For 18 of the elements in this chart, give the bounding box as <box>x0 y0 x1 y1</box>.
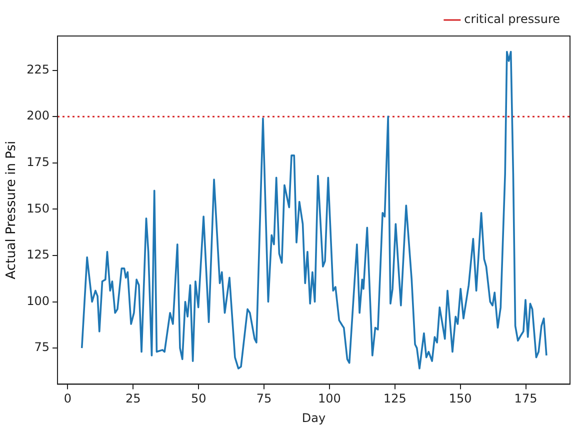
x-tick-label: 25 <box>126 392 141 406</box>
x-axis-title: Day <box>302 410 326 425</box>
y-axis-title: Actual Pressure in Psi <box>4 140 20 280</box>
x-tick-label: 0 <box>64 392 72 406</box>
y-tick-label: 125 <box>26 248 50 262</box>
legend-label: critical pressure <box>464 12 560 26</box>
y-tick-label: 175 <box>26 154 50 169</box>
x-tick-label: 150 <box>448 392 472 406</box>
x-tick-label: 50 <box>190 392 206 406</box>
x-tick-label: 175 <box>514 392 538 406</box>
y-tick-label: 200 <box>26 108 50 123</box>
y-tick-label: 225 <box>26 62 50 76</box>
x-tick-label: 100 <box>318 392 341 406</box>
y-tick-label: 75 <box>34 340 50 354</box>
x-tick-label: 75 <box>256 392 272 406</box>
y-tick-label: 150 <box>26 201 50 216</box>
x-tick-label: 125 <box>383 392 406 406</box>
y-tick-label: 100 <box>26 294 50 308</box>
